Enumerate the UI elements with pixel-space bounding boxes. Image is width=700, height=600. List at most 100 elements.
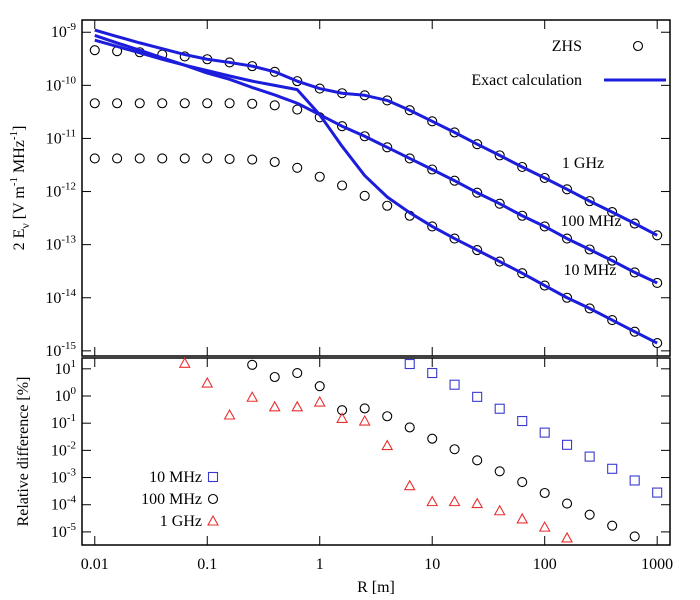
data-point [178, 357, 191, 368]
data-point [359, 190, 370, 201]
y-tick-base: 10 [45, 343, 61, 360]
data-point [404, 153, 415, 164]
y-tick-exponent: -11 [62, 127, 76, 139]
y-tick-label: 100 [55, 385, 77, 405]
data-point [517, 415, 528, 427]
x-tick-label: 100 [533, 556, 557, 573]
data-point [314, 171, 325, 182]
data-point [472, 245, 483, 256]
y-tick-label: 10-2 [51, 439, 76, 459]
y-tick-base: 10 [45, 237, 61, 254]
y-tick-base: 10 [51, 497, 67, 514]
y-tick-label: 10-11 [46, 127, 76, 147]
y-tick-base: 10 [51, 470, 67, 487]
y-tick-exponent: -2 [67, 439, 76, 451]
data-point [607, 207, 618, 218]
data-point [494, 256, 505, 267]
annotation: 10 MHz [564, 262, 617, 279]
data-point [561, 498, 573, 509]
y-tick-base: 10 [51, 415, 67, 432]
y-tick-label: 10-3 [51, 467, 77, 487]
data-point [337, 180, 348, 191]
data-point [629, 475, 640, 486]
y-tick-exponent: -14 [61, 287, 76, 299]
x-tick-label: 1000 [641, 556, 673, 573]
annotation: 1 GHz [562, 155, 604, 172]
data-point [539, 487, 550, 499]
data-point [223, 408, 236, 420]
y-tick-label: 10-10 [45, 74, 76, 94]
data-point [269, 100, 280, 111]
y-tick-exponent: -12 [61, 181, 76, 193]
y-tick-exponent: -4 [67, 494, 77, 506]
data-point [426, 495, 439, 507]
exact-line [94, 28, 658, 237]
data-point [629, 267, 640, 278]
y-axis-label-part: ] [11, 126, 28, 131]
y-tick-exponent: -1 [67, 412, 76, 424]
data-point [607, 463, 618, 474]
y-tick-label: 101 [55, 358, 77, 378]
data-point [449, 379, 460, 390]
y-axis-label-part: 2 E [11, 229, 28, 251]
data-point [471, 497, 484, 509]
y-tick-base: 10 [45, 290, 61, 307]
data-point [472, 455, 483, 466]
data-point [561, 184, 573, 195]
x-tick-label: 0.01 [81, 556, 109, 573]
y-tick-exponent: -10 [61, 74, 76, 86]
data-point [382, 411, 393, 422]
data-point [358, 414, 371, 426]
data-point [112, 153, 123, 164]
data-point [359, 131, 370, 142]
data-point [449, 444, 460, 455]
data-point [382, 142, 393, 153]
data-point [337, 405, 348, 416]
data-point [561, 233, 573, 244]
y-tick-label: 10-4 [51, 494, 77, 514]
y-axis-label-part: -1 [8, 177, 20, 186]
x-axis-label: R [m] [357, 579, 395, 596]
y-tick-exponent: -13 [61, 234, 76, 246]
data-point [112, 98, 123, 109]
y-axis-label-part: [V m [11, 186, 28, 224]
data-point [381, 439, 394, 451]
y-tick-base: 10 [51, 24, 67, 41]
data-point [292, 104, 303, 115]
data-point [493, 504, 506, 516]
legend-marker [207, 514, 219, 526]
data-point [539, 427, 550, 438]
y-tick-base: 10 [45, 184, 61, 201]
y-tick-label: 10-5 [51, 521, 77, 541]
data-point [472, 391, 483, 402]
data-point [517, 477, 528, 488]
data-point [538, 520, 551, 532]
y-tick-label: 10-12 [45, 181, 76, 201]
y-axis-label-part: -1 [8, 131, 20, 140]
data-point [448, 495, 461, 507]
y-tick-base: 10 [51, 442, 67, 459]
data-point [607, 315, 618, 326]
data-point [269, 371, 280, 383]
y-tick-base: 10 [45, 77, 61, 94]
y-tick-exponent: -15 [61, 340, 76, 352]
data-point [427, 221, 438, 232]
y-tick-label: 10-1 [51, 412, 76, 432]
data-point [314, 381, 325, 392]
data-point [652, 487, 663, 498]
data-point [584, 303, 595, 314]
data-point [134, 153, 145, 164]
data-point [629, 531, 640, 542]
data-point [404, 105, 415, 116]
plot-frame [81, 19, 671, 357]
data-point [247, 154, 258, 165]
y-tick-label: 10-14 [45, 287, 76, 307]
data-point [404, 358, 415, 370]
data-point [247, 359, 258, 370]
data-point [584, 244, 595, 255]
data-point [292, 162, 303, 173]
data-point [427, 116, 438, 127]
y-tick-base: 10 [46, 130, 62, 147]
data-point [517, 161, 528, 173]
